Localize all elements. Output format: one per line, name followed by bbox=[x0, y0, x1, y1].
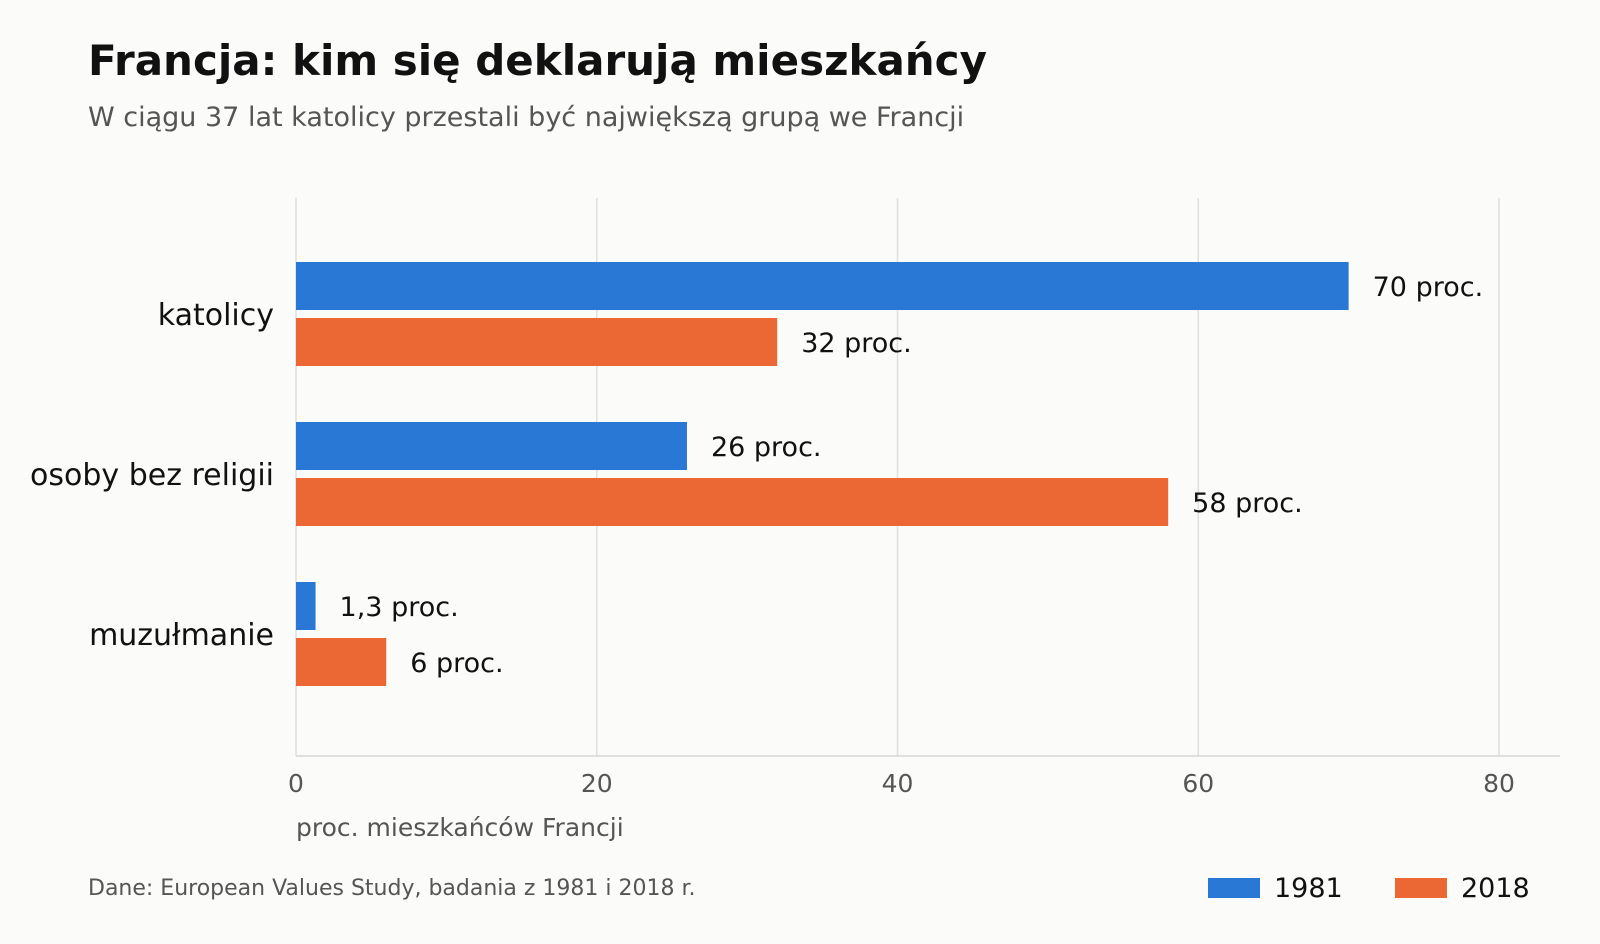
x-tick-label: 40 bbox=[882, 769, 914, 798]
data-label: 26 proc. bbox=[711, 432, 822, 463]
bar-1981 bbox=[296, 262, 1349, 310]
legend-item-2018: 2018 bbox=[1395, 870, 1530, 906]
legend-label-1981: 1981 bbox=[1274, 872, 1343, 904]
bar-2018 bbox=[296, 478, 1169, 526]
bar-2018 bbox=[296, 318, 778, 366]
chart-title: Francja: kim się deklarują mieszkańcy bbox=[88, 36, 987, 85]
x-tick-label: 80 bbox=[1483, 769, 1515, 798]
legend-swatch-1981 bbox=[1208, 878, 1260, 898]
bar-2018 bbox=[296, 638, 387, 686]
x-tick-label: 20 bbox=[581, 769, 613, 798]
bar-1981 bbox=[296, 582, 316, 630]
category-label: osoby bez religii bbox=[30, 458, 274, 493]
source-note: Dane: European Values Study, badania z 1… bbox=[88, 876, 696, 901]
category-label: muzułmanie bbox=[89, 618, 274, 653]
x-axis-label: proc. mieszkańców Francji bbox=[296, 813, 624, 842]
x-tick-label: 60 bbox=[1182, 769, 1214, 798]
data-label: 32 proc. bbox=[801, 328, 912, 359]
x-tick-label: 0 bbox=[288, 769, 304, 798]
legend-item-1981: 1981 bbox=[1208, 870, 1343, 906]
bar-1981 bbox=[296, 422, 687, 470]
legend-label-2018: 2018 bbox=[1461, 872, 1530, 904]
data-label: 58 proc. bbox=[1192, 488, 1303, 519]
data-label: 6 proc. bbox=[410, 648, 503, 679]
data-label: 1,3 proc. bbox=[340, 592, 459, 623]
chart-subtitle: W ciągu 37 lat katolicy przestali być na… bbox=[88, 102, 965, 133]
category-label: katolicy bbox=[158, 298, 274, 333]
data-label: 70 proc. bbox=[1373, 272, 1484, 303]
legend-swatch-2018 bbox=[1395, 878, 1447, 898]
